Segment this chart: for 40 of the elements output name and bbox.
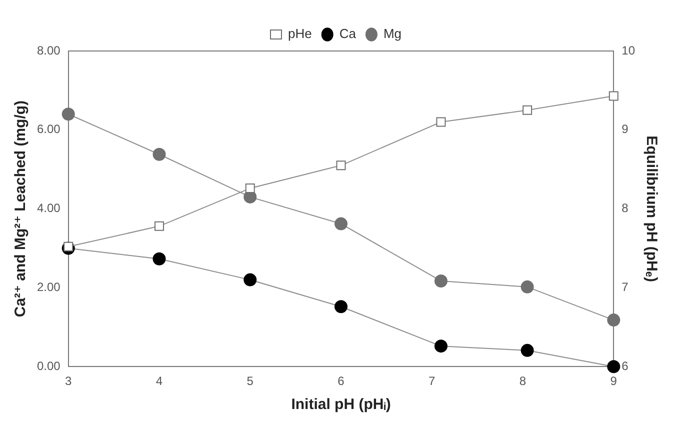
x-tick-label: 5 <box>246 374 254 388</box>
legend-label: Mg <box>383 26 402 42</box>
point <box>334 300 348 314</box>
legend-label: pHe <box>288 26 312 42</box>
point <box>434 340 448 353</box>
point <box>434 274 448 288</box>
y-tick-label: 4.00 <box>36 201 61 216</box>
point <box>154 221 164 231</box>
legend-label: Ca <box>339 26 357 42</box>
y2-axis-title: Equilibrium pH (pHₑ) <box>642 136 660 282</box>
point <box>522 105 532 115</box>
point <box>62 108 75 121</box>
x-axis-title: Initial pH (pHᵢ) <box>291 396 391 414</box>
y-tick-label: 8.00 <box>36 43 61 58</box>
point <box>336 160 346 170</box>
point <box>244 273 257 286</box>
point <box>152 252 166 266</box>
point <box>520 280 534 294</box>
y-tick-label: 6.00 <box>36 122 61 136</box>
y2-tick-label: 9 <box>622 122 629 136</box>
x-tick-label: 9 <box>610 374 618 388</box>
x-tick-label: 8 <box>519 374 526 388</box>
point <box>334 217 348 230</box>
y2-tick-label: 7 <box>622 280 629 294</box>
x-tick-label: 6 <box>338 374 345 388</box>
y-tick-label: 2.00 <box>36 280 61 294</box>
point <box>608 91 618 101</box>
y2-tick-label: 8 <box>622 201 629 216</box>
point <box>152 148 166 161</box>
x-tick-label: 7 <box>428 374 436 388</box>
x-tick-label: 4 <box>156 374 163 388</box>
y2-tick-label: 6 <box>622 358 629 373</box>
y-axis-title: Ca²⁺ and Mg²⁺ Leached (mg/g) <box>12 100 30 318</box>
point <box>520 344 534 357</box>
point <box>607 360 620 374</box>
point <box>607 314 620 327</box>
y2-tick-label: 10 <box>622 43 636 58</box>
y-tick-label: 0.00 <box>36 358 61 373</box>
x-tick-label: 3 <box>65 374 72 388</box>
point <box>436 117 446 127</box>
